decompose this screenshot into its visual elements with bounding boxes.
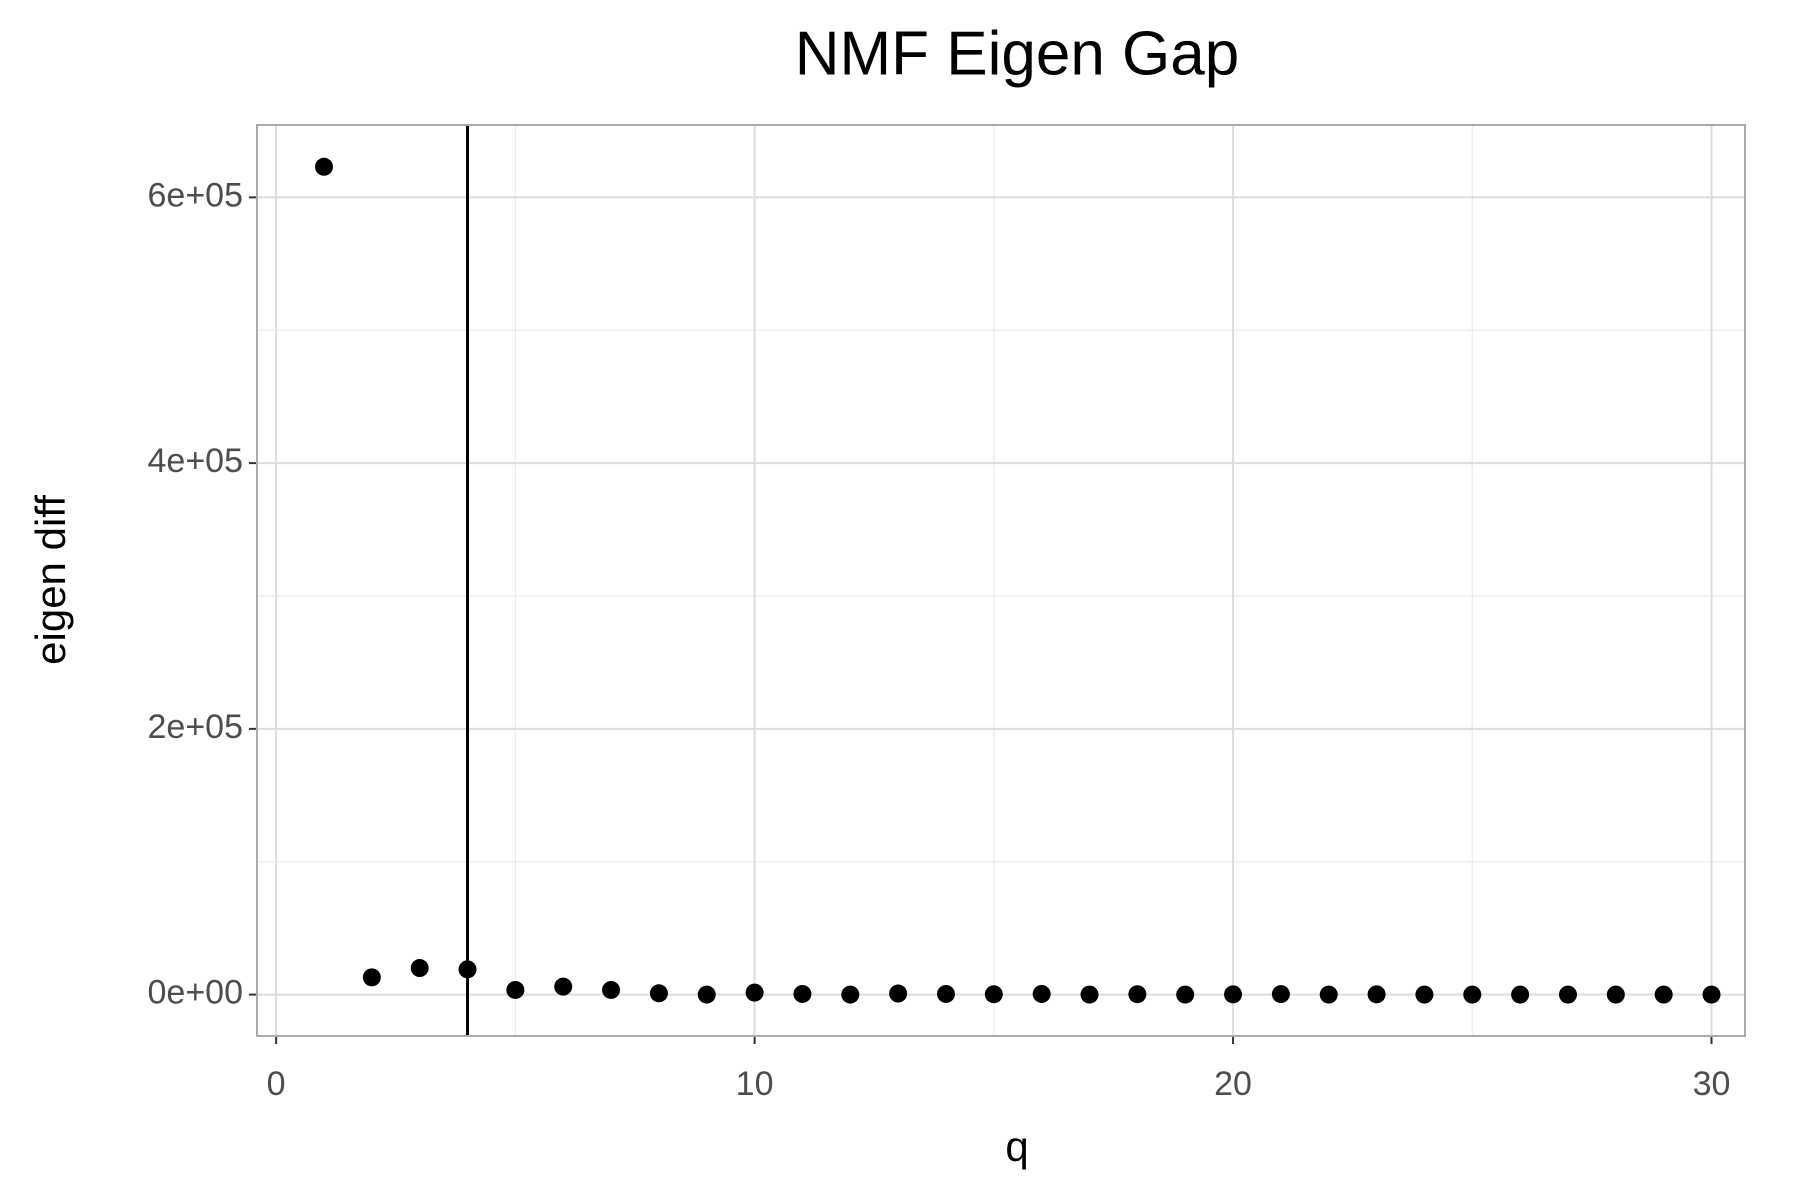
x-tick-label: 0 xyxy=(267,1065,286,1103)
point xyxy=(602,980,621,999)
point xyxy=(1463,985,1482,1004)
y-tick-label: 6e+05 xyxy=(148,176,244,214)
panel-border xyxy=(256,124,1746,1037)
point xyxy=(649,984,668,1003)
point xyxy=(984,985,1003,1004)
point xyxy=(697,985,716,1004)
y-tick-label: 0e+00 xyxy=(148,974,244,1012)
point xyxy=(793,984,812,1003)
point xyxy=(1702,985,1721,1004)
chart-title: NMF Eigen Gap xyxy=(795,19,1240,88)
point xyxy=(458,960,477,979)
x-tick-label: 20 xyxy=(1214,1065,1252,1103)
point xyxy=(1032,984,1051,1003)
point xyxy=(1176,985,1195,1004)
point xyxy=(506,980,525,999)
point xyxy=(1271,985,1290,1004)
point xyxy=(1511,985,1530,1004)
point xyxy=(841,985,860,1004)
x-tick-label: 10 xyxy=(736,1065,774,1103)
point xyxy=(1367,985,1386,1004)
point xyxy=(1128,985,1147,1004)
point xyxy=(1415,985,1434,1004)
point xyxy=(1080,985,1099,1004)
point xyxy=(554,977,573,996)
y-tick-label: 4e+05 xyxy=(148,442,244,480)
point xyxy=(936,984,955,1003)
point xyxy=(889,984,908,1003)
x-axis-title: q xyxy=(1005,1123,1028,1170)
point xyxy=(745,983,764,1002)
point xyxy=(1319,985,1338,1004)
point xyxy=(362,968,381,987)
point xyxy=(314,157,333,176)
y-axis-title: eigen diff xyxy=(27,495,74,665)
y-tick-label: 2e+05 xyxy=(148,708,244,746)
x-tick-label: 30 xyxy=(1693,1065,1731,1103)
point xyxy=(1224,985,1243,1004)
point xyxy=(1606,985,1625,1004)
point xyxy=(1654,985,1673,1004)
point xyxy=(410,959,429,978)
point xyxy=(1558,985,1577,1004)
